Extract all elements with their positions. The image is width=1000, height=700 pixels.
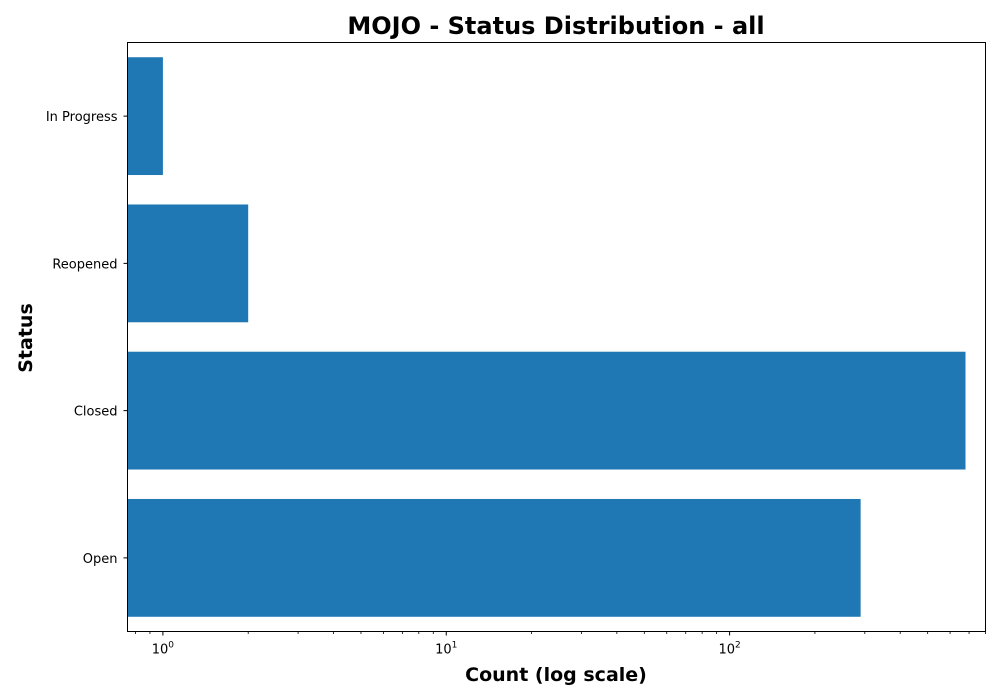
- x-tick-label: 100: [152, 641, 175, 658]
- y-tick-label-closed: Closed: [74, 405, 118, 420]
- bar-reopened: [128, 204, 249, 322]
- x-axis-ticks: 100 101 102: [135, 632, 985, 658]
- y-tick-label-open: Open: [83, 552, 118, 567]
- y-axis-ticks: Open Closed Reopened In Progress: [46, 110, 128, 567]
- bar-closed: [128, 352, 966, 470]
- bar-open: [128, 499, 861, 617]
- y-axis-label: Status: [15, 303, 37, 373]
- x-axis-label: Count (log scale): [465, 664, 647, 686]
- y-tick-label-reopened: Reopened: [52, 257, 117, 272]
- x-tick-label: 101: [435, 641, 457, 658]
- chart-title: MOJO - Status Distribution - all: [347, 12, 764, 40]
- bars-group: [128, 57, 966, 617]
- bar-in-progress: [128, 57, 163, 175]
- y-tick-label-in-progress: In Progress: [46, 110, 118, 125]
- x-tick-label: 102: [718, 641, 740, 658]
